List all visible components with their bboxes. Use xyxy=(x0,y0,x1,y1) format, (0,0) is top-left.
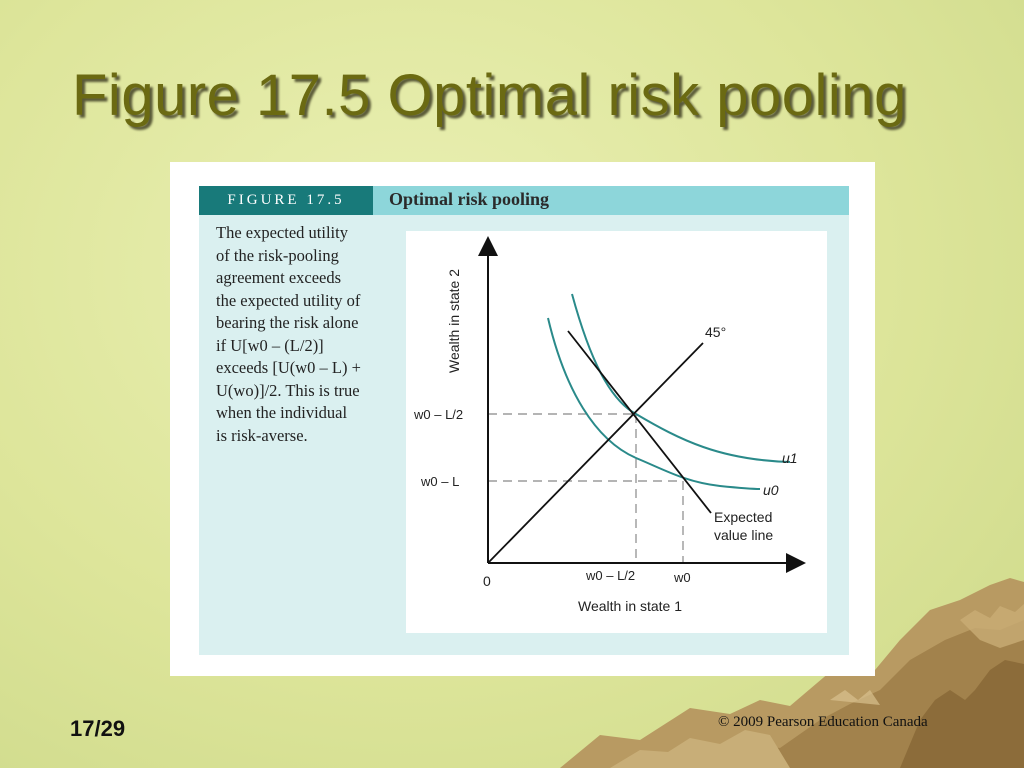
dashed-guides xyxy=(488,413,684,563)
y-tick-w0-minus-half-l: w0 – L/2 xyxy=(413,407,463,422)
expected-value-line xyxy=(567,330,712,514)
origin-label: 0 xyxy=(483,573,491,589)
expected-value-label-line2: value line xyxy=(714,527,773,543)
caption-line: the expected utility of xyxy=(216,290,361,310)
figure-number-tab: FIGURE 17.5 xyxy=(199,186,373,215)
caption-line: bearing the risk alone xyxy=(216,313,359,332)
caption-line: agreement exceeds xyxy=(216,268,342,287)
figure-title-bar xyxy=(373,186,849,215)
utility-curve-u0 xyxy=(547,317,761,490)
curve-u1-label: u1 xyxy=(782,450,798,466)
slide-page-number: 17/29 xyxy=(70,716,126,741)
y-tick-w0-minus-l: w0 – L xyxy=(420,474,459,489)
caption-line: U(wo)]/2. This is true xyxy=(216,380,360,400)
caption-line: The expected utility xyxy=(216,223,348,242)
line-45-degree xyxy=(487,342,704,564)
copyright-notice: © 2009 Pearson Education Canada xyxy=(718,714,928,730)
caption-line: of the risk-pooling xyxy=(216,245,339,265)
x-tick-w0: w0 xyxy=(673,570,691,585)
figure-title: Optimal risk pooling xyxy=(389,189,550,209)
figure-caption: The expected utility of the risk-pooling… xyxy=(216,222,396,447)
y-axis-label: Wealth in state 2 xyxy=(446,269,462,373)
slide-title: Figure 17.5 Optimal risk pooling xyxy=(72,63,907,128)
x-axis-label: Wealth in state 1 xyxy=(578,598,682,614)
curve-u0-label: u0 xyxy=(763,482,779,498)
caption-line: is risk-averse. xyxy=(216,425,308,445)
caption-line: when the individual xyxy=(216,403,348,422)
line-45-label: 45° xyxy=(705,324,726,340)
x-tick-w0-minus-half-l: w0 – L/2 xyxy=(585,568,635,583)
expected-value-label-line1: Expected xyxy=(714,509,772,525)
caption-line: if U[w0 – (L/2)] xyxy=(216,335,324,355)
caption-line: exceeds [U(w0 – L) + xyxy=(216,358,361,377)
utility-curve-u1 xyxy=(571,293,791,463)
